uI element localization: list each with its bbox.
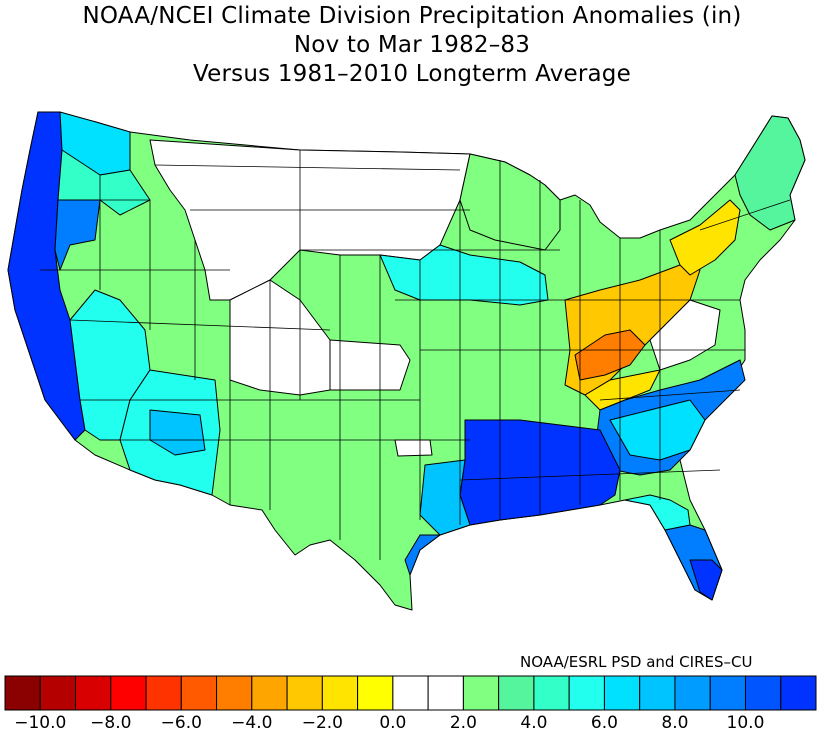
legend-swatch [39,675,77,711]
region-north-florida [624,494,691,531]
legend-tick-label: −4.0 [231,713,273,733]
division-boundaries [40,150,791,560]
legend-swatch [498,675,535,711]
legend-swatch [603,675,641,711]
legend-swatch [180,675,218,711]
region-new-england [734,115,806,231]
legend-tick-label: 4.0 [520,713,548,733]
legend-swatch [709,675,746,711]
legend-tick-label: −2.0 [301,713,343,733]
legend-swatch [75,675,112,711]
legend-tick-label: 0.0 [379,713,407,733]
legend-swatch [145,675,182,711]
legend-tick-label: 2.0 [449,713,477,733]
legend-swatch [427,675,464,711]
legend-swatch [321,675,359,711]
legend-swatch [286,675,323,711]
region-pennsylvania-yellow [669,199,741,276]
legend-tick-label: −8.0 [90,713,132,733]
legend-swatch [392,675,429,711]
region-arizona-central [149,409,206,456]
color-legend [4,675,817,711]
region-kansas-ne [329,339,411,391]
legend-tick-label: 8.0 [661,713,689,733]
us-climate-division-map [7,111,806,611]
region-upper-michigan-wisconsin [459,153,561,251]
region-oklahoma-spot [394,439,433,457]
legend-swatch [251,675,288,711]
legend-swatch [216,675,253,711]
legend-swatch [462,675,500,711]
title-line-1: NOAA/NCEI Climate Division Precipitation… [82,3,742,29]
data-credit: NOAA/ESRL PSD and CIRES–CU [520,653,753,671]
legend-tick-label: −6.0 [160,713,202,733]
region-carolinas-cyan [609,399,706,461]
title-line-3: Versus 1981–2010 Longterm Average [193,61,631,87]
legend-tick-label: −10.0 [14,713,67,733]
region-west-virginia-white [649,299,721,371]
legend-tick-label: 10.0 [726,713,765,733]
region-south-florida [689,559,723,601]
region-kentucky-orange [574,329,646,381]
legend-swatch [639,675,676,711]
legend-swatch [4,675,41,711]
legend-swatch [674,675,711,711]
region-iowa-illinois [379,244,549,306]
map-title: NOAA/NCEI Climate Division Precipitation… [0,2,824,89]
legend-swatch [357,675,394,711]
legend-swatch [110,675,147,711]
region-texas-coast-blue [404,534,441,576]
title-line-2: Nov to Mar 1982–83 [293,32,531,58]
legend-swatch [568,675,605,711]
legend-tick-label: 6.0 [590,713,618,733]
legend-swatch [744,675,782,711]
legend-swatch [533,675,570,711]
legend-swatch [780,675,817,711]
